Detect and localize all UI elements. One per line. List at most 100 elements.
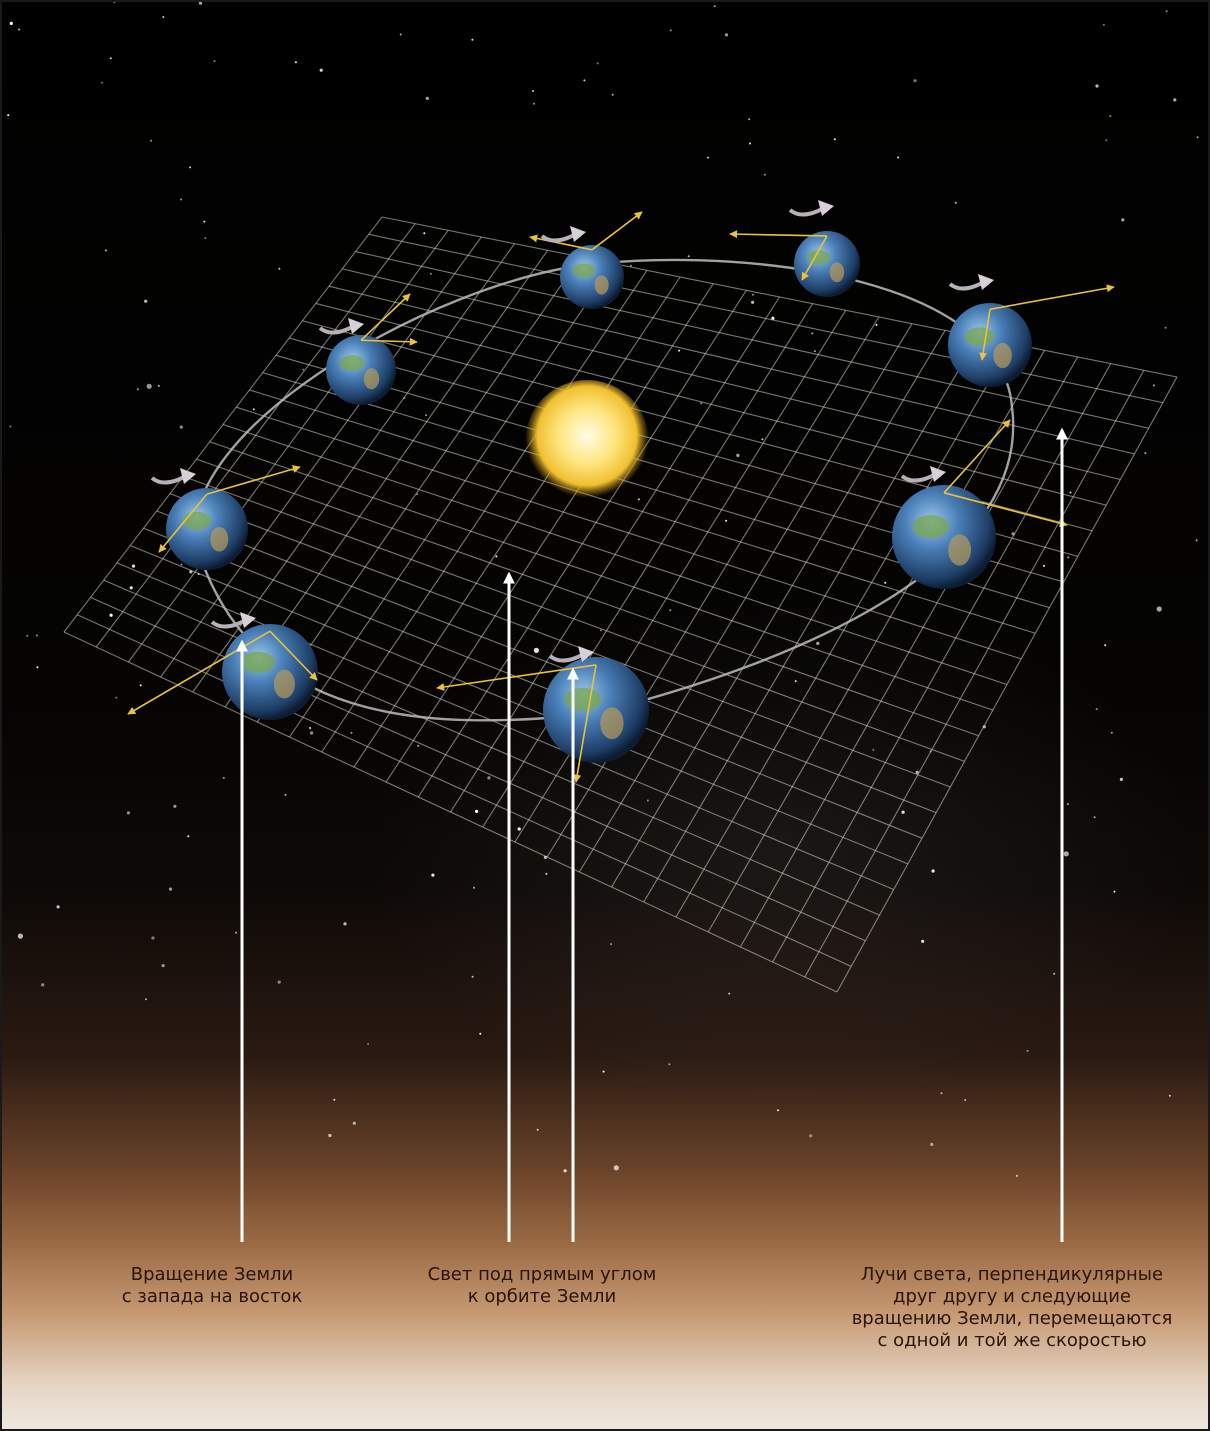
light-ray-arrow-icon — [206, 465, 301, 495]
star — [333, 1098, 336, 1101]
star — [1196, 136, 1199, 139]
caption-light-right-angle: Свет под прямым углом к орбите Земли — [427, 1264, 657, 1307]
earth-globe-icon — [166, 488, 248, 570]
light-ray-arrow-icon — [943, 492, 1068, 528]
continent-shape — [993, 342, 1012, 369]
grid-line — [77, 614, 852, 967]
star — [319, 68, 323, 72]
star — [429, 272, 432, 275]
galaxy-haze — [362, 592, 1202, 1112]
star — [583, 79, 586, 82]
star — [294, 61, 297, 64]
earth-globe-icon — [948, 303, 1032, 387]
star — [563, 1169, 567, 1173]
light-ray-arrow-icon — [729, 230, 828, 239]
star — [1121, 218, 1125, 222]
star — [763, 173, 766, 176]
star — [471, 38, 474, 41]
grid-line — [772, 363, 1112, 963]
star — [198, 2, 203, 5]
star — [180, 198, 183, 201]
star — [36, 666, 39, 669]
star — [1104, 644, 1107, 647]
grid-line — [63, 631, 838, 993]
star — [204, 237, 207, 240]
star — [533, 102, 536, 105]
star — [1016, 1174, 1018, 1177]
star — [1105, 139, 1108, 142]
star — [425, 96, 429, 100]
star — [101, 81, 103, 84]
star — [761, 438, 764, 441]
star — [1095, 84, 1099, 88]
curved-rotation-arrow-icon — [318, 324, 355, 335]
star — [161, 964, 165, 968]
star — [913, 79, 917, 83]
star — [151, 936, 155, 940]
star — [707, 156, 709, 159]
star — [833, 138, 836, 141]
star — [884, 581, 887, 584]
continent-shape — [912, 515, 950, 539]
star — [18, 28, 21, 31]
light-ray-arrow-icon — [269, 630, 318, 681]
star — [129, 586, 133, 590]
earth-position — [529, 211, 643, 309]
light-ray-arrow-icon — [989, 284, 1115, 311]
star — [109, 57, 112, 60]
star — [131, 564, 136, 568]
star — [284, 793, 287, 796]
star — [328, 1133, 332, 1138]
light-ray-arrow-icon — [360, 337, 418, 346]
star — [302, 368, 305, 371]
star — [350, 731, 353, 734]
star — [113, 2, 116, 4]
continent-shape — [964, 327, 995, 346]
star — [1067, 556, 1070, 559]
earth-positions — [127, 200, 1115, 783]
star — [1069, 491, 1072, 494]
star — [479, 1032, 482, 1035]
earth-globe-icon — [560, 245, 624, 309]
rotation-arrow-head — [180, 468, 196, 484]
star — [613, 1165, 619, 1171]
star — [495, 555, 498, 558]
light-ray-arrow-icon — [573, 664, 597, 783]
star — [278, 267, 281, 270]
star — [1164, 326, 1167, 329]
star — [809, 1134, 813, 1138]
star — [811, 332, 814, 335]
star — [700, 402, 703, 405]
star — [277, 980, 281, 984]
grid-line — [90, 596, 866, 942]
star — [235, 931, 238, 934]
star — [139, 684, 142, 687]
curved-rotation-arrow-icon — [788, 206, 825, 217]
star — [109, 613, 113, 617]
grid-line — [836, 376, 1178, 993]
star — [168, 887, 173, 891]
star — [724, 33, 729, 37]
rotation-arrow-head — [978, 274, 994, 290]
light-ray-arrow-icon — [591, 211, 643, 251]
star — [532, 90, 534, 92]
earth-globe-icon — [326, 335, 396, 405]
light-ray-arrow-icon — [943, 419, 1011, 494]
rotation-arrow-head — [348, 318, 364, 334]
continent-shape — [273, 669, 295, 699]
star — [1152, 384, 1155, 387]
star — [9, 21, 13, 25]
star — [748, 118, 751, 121]
star — [173, 804, 177, 808]
star — [367, 1042, 370, 1045]
star — [252, 408, 255, 411]
star — [897, 156, 900, 159]
star — [536, 1128, 539, 1131]
star — [423, 232, 426, 235]
continent-shape — [829, 262, 845, 283]
star — [749, 142, 751, 145]
star — [611, 93, 614, 96]
star — [637, 498, 640, 501]
light-ray-arrow-icon — [979, 309, 991, 361]
